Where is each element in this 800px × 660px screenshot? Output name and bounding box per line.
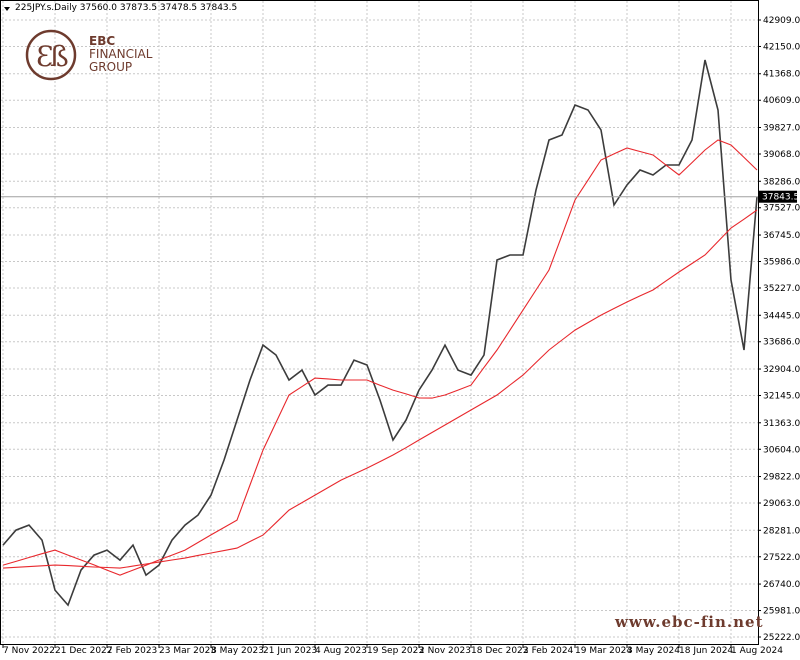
x-tick-label: 21 Dec 2022 <box>55 646 113 656</box>
y-tick-label: 40609.0 <box>763 96 800 106</box>
y-tick-label: 39068.0 <box>763 150 800 160</box>
y-tick-label: 33686.0 <box>763 338 800 348</box>
y-tick-label: 38286.0 <box>763 177 800 187</box>
y-tick-label: 41368.0 <box>763 70 800 80</box>
y-tick-label: 30604.0 <box>763 445 800 455</box>
y-tick-label: 35986.0 <box>763 258 800 268</box>
price-line <box>2 59 758 607</box>
x-tick-label: 23 Mar 2023 <box>159 646 216 656</box>
last-price-label: 37843.5 <box>762 193 799 203</box>
y-tick-label: 26740.0 <box>763 580 800 590</box>
y-tick-label: 25222.0 <box>763 633 800 643</box>
y-tick-label: 31363.0 <box>763 419 800 429</box>
y-tick-label: 34445.0 <box>763 311 800 321</box>
x-tick-label: 1 Aug 2024 <box>731 646 783 656</box>
x-tick-label: 19 Mar 2024 <box>575 646 632 656</box>
y-tick-label: 29822.0 <box>763 473 800 483</box>
x-tick-label: 2 Feb 2024 <box>523 646 574 656</box>
brand-name: FINANCIAL <box>89 47 153 61</box>
x-tick-label: 3 May 2024 <box>627 646 680 656</box>
grid <box>1 1 758 645</box>
y-tick-label: 32145.0 <box>763 391 800 401</box>
logo-mark: ß <box>50 40 69 73</box>
x-tick-label: 2 Nov 2023 <box>419 646 471 656</box>
last-price-box <box>759 190 797 203</box>
y-tick-label: 25981.0 <box>763 607 800 617</box>
menu-arrow[interactable] <box>4 7 10 11</box>
x-tick-label: 19 Sep 2023 <box>367 646 424 656</box>
brand-name: EBC <box>89 34 115 48</box>
moving-average <box>2 209 758 569</box>
logo-mark: Ɛ <box>36 40 53 73</box>
y-tick-label: 27522.0 <box>763 553 800 563</box>
x-tick-label: 7 Nov 2022 <box>3 646 55 656</box>
x-tick-label: 4 Aug 2023 <box>315 646 367 656</box>
y-tick-label: 37527.0 <box>763 204 800 214</box>
y-tick-label: 29063.0 <box>763 499 800 509</box>
x-tick-label: 18 Jun 2024 <box>679 646 733 656</box>
x-tick-label: 21 Jun 2023 <box>263 646 317 656</box>
logo-ring <box>25 29 77 81</box>
y-tick-label: 28281.0 <box>763 526 800 536</box>
y-tick-label: 42150.0 <box>763 42 800 52</box>
logo: Ɛ ß EBC FINANCIAL GROUP <box>25 29 153 81</box>
y-tick-label: 42909.0 <box>763 16 800 26</box>
plot-frame <box>0 0 759 645</box>
x-tick-label: 8 May 2023 <box>211 646 264 656</box>
brand-name: GROUP <box>89 60 132 74</box>
website: www.ebc-fin.net <box>614 613 764 631</box>
x-tick-label: 18 Dec 2023 <box>471 646 529 656</box>
x-tick-label: 7 Feb 2023 <box>107 646 157 656</box>
moving-average <box>2 139 758 576</box>
y-tick-label: 39827.0 <box>763 124 800 134</box>
chart-title: 225JPY.s.Daily 37560.0 37873.5 37478.5 3… <box>15 3 237 13</box>
y-tick-label: 35227.0 <box>763 284 800 294</box>
y-tick-label: 32904.0 <box>763 365 800 375</box>
y-tick-label: 36745.0 <box>763 231 800 241</box>
series <box>2 59 758 607</box>
